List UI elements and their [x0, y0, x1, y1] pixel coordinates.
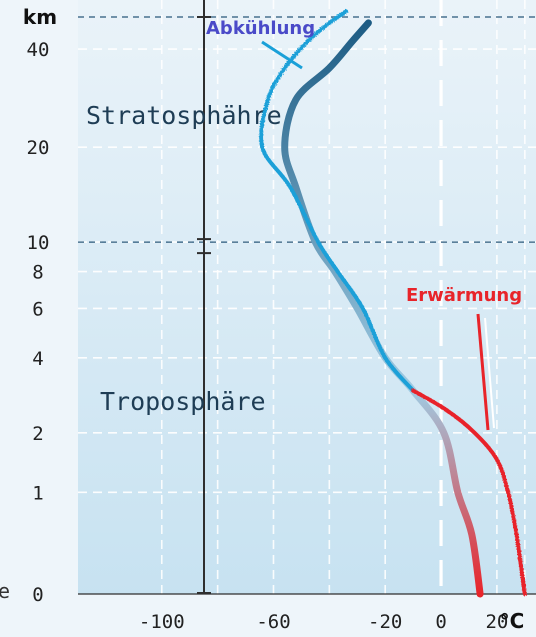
x-tick-label: -100 — [139, 611, 185, 633]
axes — [78, 0, 536, 595]
y-tick-label: 0 — [32, 584, 43, 606]
y-tick-label: 2 — [32, 423, 43, 445]
warming-annotation: Erwärmung — [406, 285, 522, 306]
x-tick-label: -60 — [256, 611, 290, 633]
grid — [78, 0, 536, 594]
profiles — [259, 9, 527, 598]
y-tick-label: 6 — [32, 298, 43, 320]
y-tick-label: 10 — [27, 232, 50, 254]
cooling-annotation: Abkühlung — [206, 18, 315, 39]
y-tick-label: 40 — [27, 39, 50, 61]
reference-profile-line — [281, 19, 484, 598]
warming-pointer-highlight — [484, 317, 495, 429]
x-tick-label: 20 — [485, 611, 508, 633]
x-axis-label: °C — [500, 609, 525, 633]
y-tick-label: 1 — [32, 482, 43, 504]
cooled-profile-line — [259, 9, 416, 393]
layer-labels: Stratosphähre Troposphäre — [86, 101, 282, 416]
x-tick-label: -20 — [368, 611, 402, 633]
warming-pointer — [476, 313, 490, 431]
warmed-profile-line — [411, 388, 527, 596]
x-tick-label: 0 — [435, 611, 446, 633]
annotations: Abkühlung Erwärmung — [206, 18, 522, 431]
y-tick-label: 20 — [27, 137, 50, 159]
cooling-pointer — [261, 40, 303, 70]
y-axis-label: km — [23, 5, 57, 29]
y-tick-label: 4 — [32, 348, 43, 370]
troposphere-label: Troposphäre — [100, 387, 266, 416]
stratosphere-label: Stratosphähre — [86, 101, 282, 130]
edge-label-fragment: e — [0, 579, 10, 603]
y-tick-label: 8 — [32, 262, 43, 284]
